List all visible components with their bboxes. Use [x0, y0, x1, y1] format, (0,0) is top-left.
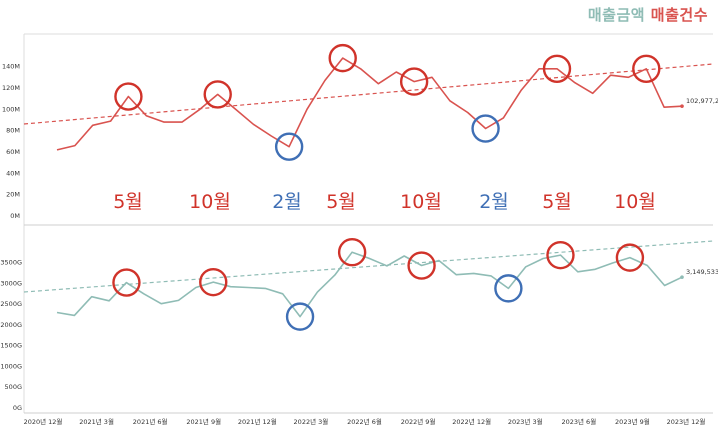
series-line: [56, 251, 683, 318]
y-tick-label: 1000G: [0, 362, 22, 370]
x-tick-label: 2020년 12월: [24, 417, 63, 426]
x-tick-label: 2021년 9월: [186, 417, 221, 426]
x-tick-label: 2021년 3월: [79, 417, 114, 426]
trend-line: [23, 240, 714, 293]
y-tick-label: 40M: [6, 169, 20, 177]
marker-circle-red: [328, 43, 357, 73]
y-tick-label: 0M: [10, 212, 20, 220]
marker-circle-blue: [274, 132, 304, 161]
marker-circle-red: [112, 268, 141, 297]
trend-line: [23, 63, 714, 125]
y-tick-label: 80M: [6, 127, 20, 135]
marker-circle-blue: [494, 274, 523, 303]
y-tick-label: 500G: [5, 383, 22, 391]
month-label: 5월: [113, 191, 143, 213]
marker-circle-red: [337, 238, 367, 267]
month-label: 2월: [479, 191, 509, 213]
x-tick-label: 2022년 6월: [347, 417, 382, 426]
y-tick-label: 3500G: [0, 259, 22, 267]
x-tick-label: 2022년 9월: [401, 417, 436, 426]
marker-circle-red: [399, 67, 429, 96]
month-label: 5월: [326, 191, 356, 213]
end-value-label: 3,149,533,316,122: [686, 268, 718, 276]
marker-circle-red: [546, 240, 575, 270]
marker-circle-red: [615, 243, 645, 272]
marker-circle-red: [632, 54, 661, 84]
marker-circle-red: [407, 251, 436, 280]
month-label: 10월: [400, 191, 442, 213]
x-tick-label: 2023년 12월: [667, 417, 706, 426]
month-label: 10월: [614, 191, 656, 213]
end-point: [680, 275, 684, 279]
x-tick-label: 2021년 12월: [238, 417, 277, 426]
x-tick-label: 2022년 3월: [294, 417, 329, 426]
y-tick-label: 2000G: [0, 321, 22, 329]
y-tick-label: 120M: [2, 84, 20, 92]
y-tick-label: 3000G: [0, 279, 22, 287]
y-tick-label: 60M: [6, 148, 20, 156]
y-tick-label: 100M: [2, 105, 20, 113]
y-tick-label: 140M: [2, 63, 20, 71]
marker-circle-red: [114, 82, 143, 111]
x-tick-label: 2023년 3월: [508, 417, 543, 426]
legend: 매출금액 매출건수: [588, 4, 708, 25]
end-value-label: 102,977,233: [686, 97, 718, 105]
end-point: [680, 104, 684, 108]
marker-circle-blue: [471, 114, 500, 143]
y-tick-label: 2500G: [0, 300, 22, 308]
legend-count-label: 매출금액: [587, 6, 646, 24]
month-label: 10월: [189, 191, 231, 213]
month-label: 2월: [272, 191, 302, 213]
marker-circle-red: [199, 267, 228, 297]
y-tick-label: 1500G: [0, 342, 22, 350]
y-tick-label: 20M: [6, 191, 20, 199]
marker-circle-blue: [285, 302, 315, 331]
x-tick-label: 2022년 12월: [452, 417, 491, 426]
x-tick-label: 2023년 9월: [615, 417, 650, 426]
marker-circle-red: [203, 80, 232, 109]
x-tick-label: 2023년 6월: [561, 417, 596, 426]
month-label: 5월: [542, 191, 572, 213]
series-line: [56, 57, 683, 151]
y-tick-label: 0G: [13, 404, 22, 412]
marker-circle-red: [542, 54, 572, 84]
legend-amount-label: 매출건수: [650, 6, 708, 24]
x-tick-label: 2021년 6월: [133, 417, 168, 426]
